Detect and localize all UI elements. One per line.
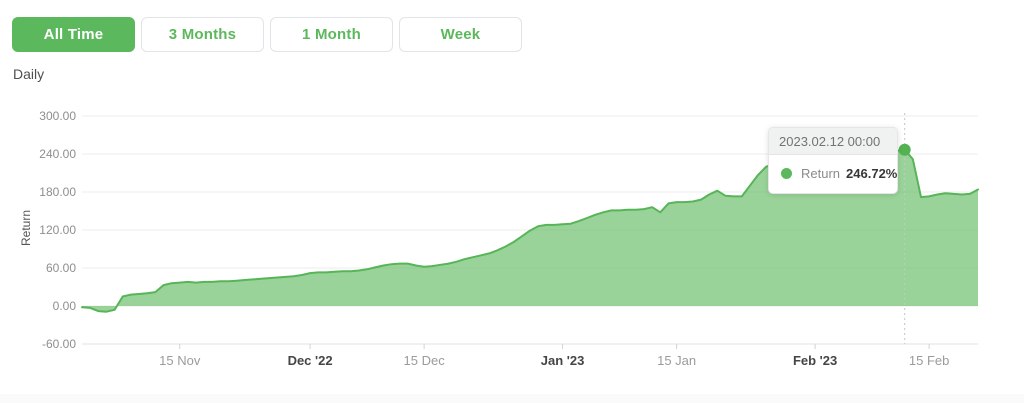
timeframe-button-1-month[interactable]: 1 Month bbox=[270, 17, 393, 52]
y-axis-tick-label: 0.00 bbox=[53, 299, 77, 313]
y-axis-tick-label: 300.00 bbox=[39, 109, 76, 123]
x-axis-tick-label: 15 Dec bbox=[404, 353, 446, 368]
active-point-marker bbox=[898, 143, 911, 156]
series-dot-icon bbox=[781, 168, 792, 179]
y-axis-tick-label: 180.00 bbox=[39, 185, 76, 199]
timeframe-selector: All Time 3 Months 1 Month Week bbox=[12, 17, 522, 52]
x-axis-tick-label: 15 Nov bbox=[159, 353, 201, 368]
tooltip-value: 246.72% bbox=[846, 166, 898, 181]
tooltip-series-label: Return bbox=[801, 166, 841, 181]
x-axis-tick-label: Feb '23 bbox=[793, 353, 837, 368]
timeframe-button-all-time[interactable]: All Time bbox=[12, 17, 135, 52]
y-axis-tick-label: -60.00 bbox=[42, 337, 76, 351]
x-axis-tick-label: Dec '22 bbox=[288, 353, 333, 368]
x-axis-tick-label: 15 Feb bbox=[909, 353, 949, 368]
x-axis-tick-label: 15 Jan bbox=[657, 353, 696, 368]
timeframe-button-3-months[interactable]: 3 Months bbox=[141, 17, 264, 52]
bottom-strip bbox=[0, 394, 1024, 403]
y-axis-tick-label: 240.00 bbox=[39, 147, 76, 161]
frequency-label: Daily bbox=[13, 66, 45, 82]
x-axis-tick-label: Jan '23 bbox=[541, 353, 585, 368]
timeframe-button-week[interactable]: Week bbox=[399, 17, 522, 52]
y-axis-tick-label: 120.00 bbox=[39, 223, 76, 237]
chart-tooltip: 2023.02.12 00:00 Return 246.72% bbox=[768, 127, 898, 194]
y-axis-tick-label: 60.00 bbox=[46, 261, 76, 275]
tooltip-date: 2023.02.12 00:00 bbox=[769, 128, 897, 155]
tooltip-body: Return 246.72% bbox=[769, 155, 897, 193]
